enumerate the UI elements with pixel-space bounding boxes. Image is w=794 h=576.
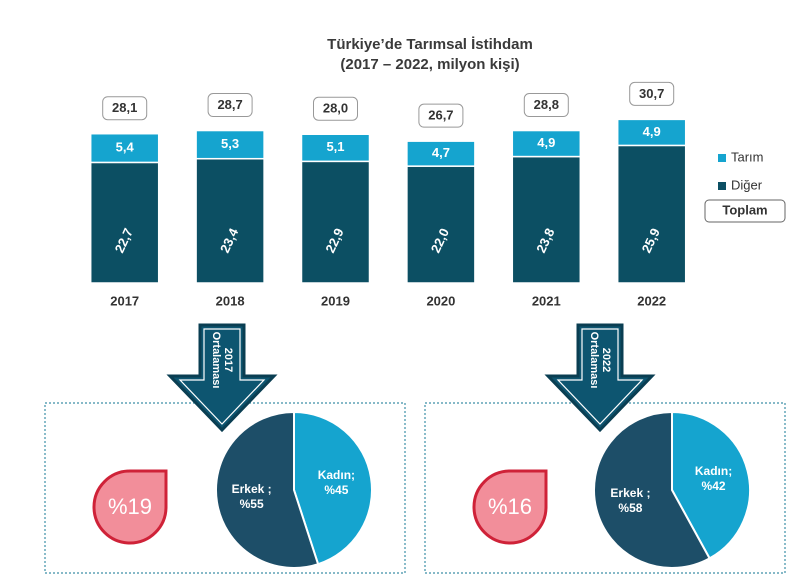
bar-segment (511, 155, 582, 284)
legend-swatch (718, 154, 726, 162)
bar-segment (406, 140, 476, 167)
arrow-inner (556, 328, 644, 425)
chart-subtitle: (2017 – 2022, milyon kişi) (340, 56, 519, 73)
bar-segment (616, 118, 687, 147)
badge-label: %19 (108, 494, 152, 519)
pie-slice (671, 410, 751, 560)
value-label: 5,3 (221, 136, 239, 151)
value-label: 4,9 (643, 124, 661, 139)
total-box (207, 93, 253, 118)
total-label: 26,7 (428, 108, 453, 123)
bar-segment (300, 160, 371, 284)
total-label: 28,7 (217, 97, 242, 112)
arrow-label: 2017 Ortalaması (210, 331, 234, 389)
value-label: 5,1 (326, 139, 344, 154)
pie-label: Erkek ; %58 (610, 485, 651, 515)
total-box (102, 96, 148, 121)
chart-title: Türkiye’de Tarımsal İstihdam (327, 36, 533, 53)
bar-segment (300, 133, 371, 163)
bar-segment (89, 132, 160, 164)
arrow-inner (178, 328, 266, 425)
legend-swatch (718, 182, 726, 190)
bar-segment (406, 165, 476, 284)
pie-label: Kadın; %42 (694, 464, 733, 494)
x-tick-label: 2020 (426, 293, 455, 308)
legend-total-box (704, 199, 786, 223)
total-box (629, 81, 675, 106)
legend-label: Tarım (731, 149, 764, 164)
x-tick-label: 2017 (110, 293, 139, 308)
bar-segment (195, 129, 265, 160)
badge (92, 469, 168, 545)
x-tick-label: 2021 (532, 293, 561, 308)
arrow (544, 323, 656, 433)
pie-label: Kadın; %45 (317, 468, 356, 498)
total-label: 28,8 (534, 97, 559, 112)
total-box (313, 96, 358, 121)
badge (472, 469, 548, 545)
value-label: 4,7 (432, 145, 450, 160)
arrow (166, 323, 278, 433)
total-label: 28,0 (323, 101, 348, 116)
x-tick-label: 2018 (216, 293, 245, 308)
arrow-label: 2022 Ortalaması (588, 331, 612, 389)
total-box (418, 103, 464, 128)
x-tick-label: 2019 (321, 293, 350, 308)
bar-segment (511, 129, 582, 158)
total-label: 30,7 (639, 86, 664, 101)
value-label: 4,9 (537, 135, 555, 150)
pie-slice (215, 410, 320, 569)
pie-label: Erkek ; %55 (231, 481, 272, 511)
legend-label: Diğer (731, 177, 763, 192)
total-label: 28,1 (112, 100, 137, 115)
pie-slice (593, 410, 711, 569)
pie-slice (293, 410, 373, 566)
total-box (523, 93, 569, 118)
bar-segment (89, 161, 160, 284)
x-tick-label: 2022 (637, 293, 666, 308)
bar-segment (195, 157, 265, 284)
badge-label: %16 (488, 494, 532, 519)
value-label: 5,4 (116, 140, 135, 155)
bar-segment (616, 144, 687, 284)
legend-label: Toplam (722, 202, 767, 217)
